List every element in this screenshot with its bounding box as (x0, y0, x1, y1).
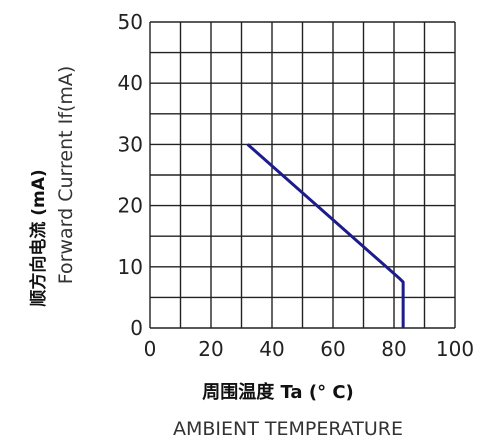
y-axis-ticks: 0 10 20 30 40 50 (118, 10, 143, 340)
x-axis-label: AMBIENT TEMPERATURE (173, 418, 403, 440)
y-tick-label: 20 (118, 194, 143, 218)
x-axis-ticks: 0 20 40 60 80 100 (144, 337, 474, 361)
series-line (246, 143, 405, 328)
x-tick-label: 100 (436, 337, 474, 361)
x-tick-label: 20 (198, 337, 223, 361)
y-axis-label: Forward Current If(mA) (55, 66, 77, 284)
series-group (246, 143, 405, 328)
y-axis-label-cn: 顺方向电流 (mA) (28, 169, 49, 306)
grid (149, 21, 456, 329)
x-tick-label: 80 (381, 337, 406, 361)
y-tick-label: 10 (118, 255, 143, 279)
y-tick-label: 40 (118, 71, 143, 95)
y-tick-label: 30 (118, 132, 143, 156)
x-tick-label: 0 (144, 337, 157, 361)
x-axis-label-cn: 周围温度 Ta (° C) (202, 381, 354, 403)
x-tick-label: 40 (259, 337, 284, 361)
y-tick-label: 50 (118, 10, 143, 34)
y-tick-label: 0 (130, 316, 143, 340)
x-tick-label: 60 (320, 337, 345, 361)
